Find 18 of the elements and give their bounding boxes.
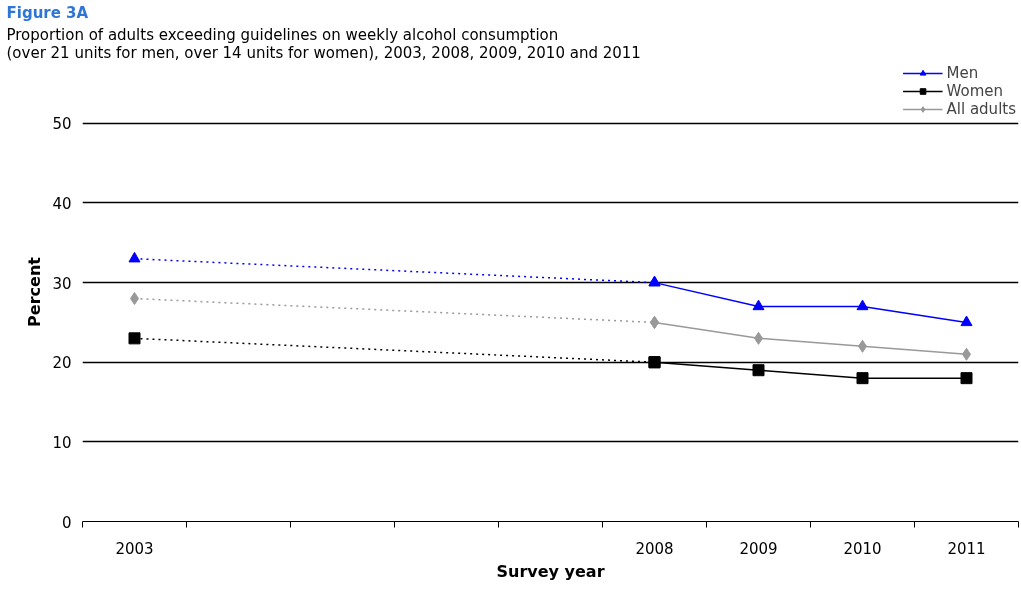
y-tick-label: 10 [52,433,72,452]
y-tick-label: 20 [52,354,72,373]
chart-title: Figure 3A [6,3,89,22]
x-tick-label: 2011 [947,539,986,558]
x-axis-title: Survey year [496,561,605,581]
y-tick-label: 50 [52,115,72,134]
y-axis-title: Percent [25,256,45,327]
y-tick-label: 0 [61,513,72,532]
x-tick-label: 2008 [635,539,674,558]
y-tick-label: 30 [52,274,72,293]
x-tick-label: 2003 [115,539,154,558]
legend-label: Women [946,82,1004,100]
legend-label: All adults [946,100,1016,118]
x-tick-label: 2009 [739,539,778,558]
y-tick-label: 40 [52,194,72,213]
legend-label: Men [946,64,979,82]
x-tick-label: 2010 [843,539,882,558]
chart-subtitle: Proportion of adults exceeding guidelines on weekly alcohol consumption (over 21 units for men, over 14 units for women), 2003, 2008, 2009, 2010 and 2011 [6,25,641,62]
